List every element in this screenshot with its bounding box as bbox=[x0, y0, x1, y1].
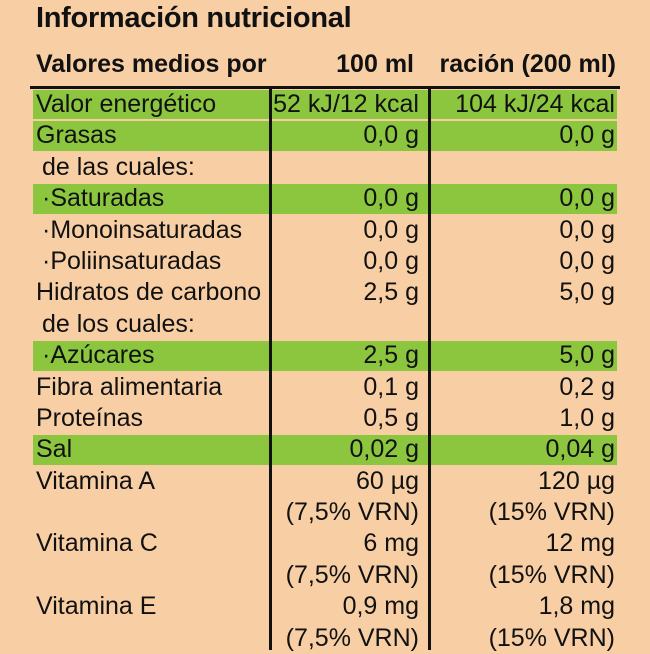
table-row: Vitamina E 0,9 mg 1,8 mg (7,5% VRN) (15% VRN… bbox=[0, 591, 650, 654]
value-racion: 104 kJ/24 kcal bbox=[455, 90, 615, 118]
value-racion: 5,0 g bbox=[559, 341, 615, 370]
value-100ml: 0,5 g bbox=[363, 403, 419, 432]
table-row: ·Poliinsaturadas 0,0 g 0,0 g bbox=[0, 246, 650, 277]
row-label: ·Poliinsaturadas bbox=[42, 246, 222, 275]
value-racion: 1,8 mg bbox=[538, 592, 615, 621]
value-100ml: 0,0 g bbox=[363, 184, 419, 213]
column-divider-left bbox=[269, 89, 272, 650]
value-racion: 120 µg bbox=[538, 466, 615, 495]
table-row: de las cuales: bbox=[0, 152, 650, 183]
table-row: Vitamina C 6 mg 12 mg (7,5% VRN) (15% VRN) bbox=[0, 528, 650, 591]
row-label: de las cuales: bbox=[42, 152, 195, 181]
header-divider bbox=[30, 86, 620, 89]
row-highlight bbox=[33, 184, 617, 214]
value-100ml: 0,0 g bbox=[363, 215, 419, 244]
value-100ml: 0,0 g bbox=[363, 121, 419, 150]
value-100ml: 6 mg bbox=[363, 529, 419, 558]
row-label: Grasas bbox=[36, 121, 117, 150]
table-row: ·Saturadas 0,0 g 0,0 g bbox=[0, 183, 650, 214]
header-col-100ml: 100 ml bbox=[336, 50, 414, 78]
value-100ml: 0,0 g bbox=[363, 246, 419, 275]
value-racion: 0,04 g bbox=[545, 435, 615, 464]
row-label: Vitamina A bbox=[36, 466, 156, 495]
table-row: Vitamina A 60 µg 120 µg (7,5% VRN) (15% VRN) bbox=[0, 466, 650, 529]
row-label: ·Monoinsaturadas bbox=[42, 215, 243, 244]
table-row: Grasas 0,0 g 0,0 g bbox=[0, 120, 650, 151]
row-label: Valor energético bbox=[36, 90, 217, 118]
row-label: Vitamina C bbox=[36, 529, 158, 558]
value-100ml: 0,1 g bbox=[363, 372, 419, 401]
vrn-racion: (15% VRN) bbox=[488, 623, 615, 652]
value-100ml: 52 kJ/12 kcal bbox=[273, 90, 419, 118]
table-row: Sal 0,02 g 0,04 g bbox=[0, 434, 650, 465]
vrn-100ml: (7,5% VRN) bbox=[285, 623, 419, 652]
row-label: Sal bbox=[36, 435, 73, 464]
value-racion: 0,0 g bbox=[559, 215, 615, 244]
value-racion: 1,0 g bbox=[559, 403, 615, 432]
row-highlight bbox=[33, 435, 617, 465]
table-row: Fibra alimentaria 0,1 g 0,2 g bbox=[0, 372, 650, 403]
row-highlight bbox=[33, 341, 617, 371]
table-row: ·Monoinsaturadas 0,0 g 0,0 g bbox=[0, 215, 650, 246]
page-title: Información nutricional bbox=[36, 2, 352, 34]
table-header: Valores medios por 100 ml ración (200 ml… bbox=[0, 44, 650, 84]
table-row: Hidratos de carbono 2,5 g 5,0 g bbox=[0, 277, 650, 308]
row-label: Fibra alimentaria bbox=[36, 372, 223, 401]
vrn-100ml: (7,5% VRN) bbox=[285, 498, 419, 527]
value-racion: 5,0 g bbox=[559, 278, 615, 307]
value-racion: 0,0 g bbox=[559, 246, 615, 275]
row-label: de los cuales: bbox=[42, 309, 195, 338]
row-label: Vitamina E bbox=[36, 592, 157, 621]
vrn-racion: (15% VRN) bbox=[488, 498, 615, 527]
value-racion: 0,0 g bbox=[559, 184, 615, 213]
value-racion: 12 mg bbox=[545, 529, 615, 558]
row-highlight bbox=[33, 121, 617, 151]
table-row: ·Azúcares 2,5 g 5,0 g bbox=[0, 340, 650, 371]
row-label: ·Azúcares bbox=[42, 341, 155, 370]
value-racion: 0,0 g bbox=[559, 121, 615, 150]
row-highlight bbox=[33, 90, 617, 120]
value-100ml: 0,02 g bbox=[349, 435, 419, 464]
value-racion: 0,2 g bbox=[559, 372, 615, 401]
table-row: de los cuales: bbox=[0, 309, 650, 340]
nutrition-table: Valor energético 52 kJ/12 kcal 104 kJ/24 k… bbox=[0, 89, 650, 654]
vrn-100ml: (7,5% VRN) bbox=[285, 560, 419, 589]
header-label: Valores medios por bbox=[36, 50, 267, 78]
value-100ml: 60 µg bbox=[355, 466, 419, 495]
vrn-racion: (15% VRN) bbox=[488, 560, 615, 589]
table-row: Valor energético 52 kJ/12 kcal 104 kJ/24 k… bbox=[0, 89, 650, 120]
value-100ml: 2,5 g bbox=[363, 341, 419, 370]
row-label: Hidratos de carbono bbox=[36, 278, 262, 307]
header-col-racion: ración (200 ml) bbox=[439, 50, 616, 78]
row-label: ·Saturadas bbox=[42, 184, 165, 213]
value-100ml: 2,5 g bbox=[363, 278, 419, 307]
column-divider-right bbox=[428, 89, 431, 650]
value-100ml: 0,9 mg bbox=[342, 592, 419, 621]
table-row: Proteínas 0,5 g 1,0 g bbox=[0, 403, 650, 434]
row-label: Proteínas bbox=[36, 403, 144, 432]
